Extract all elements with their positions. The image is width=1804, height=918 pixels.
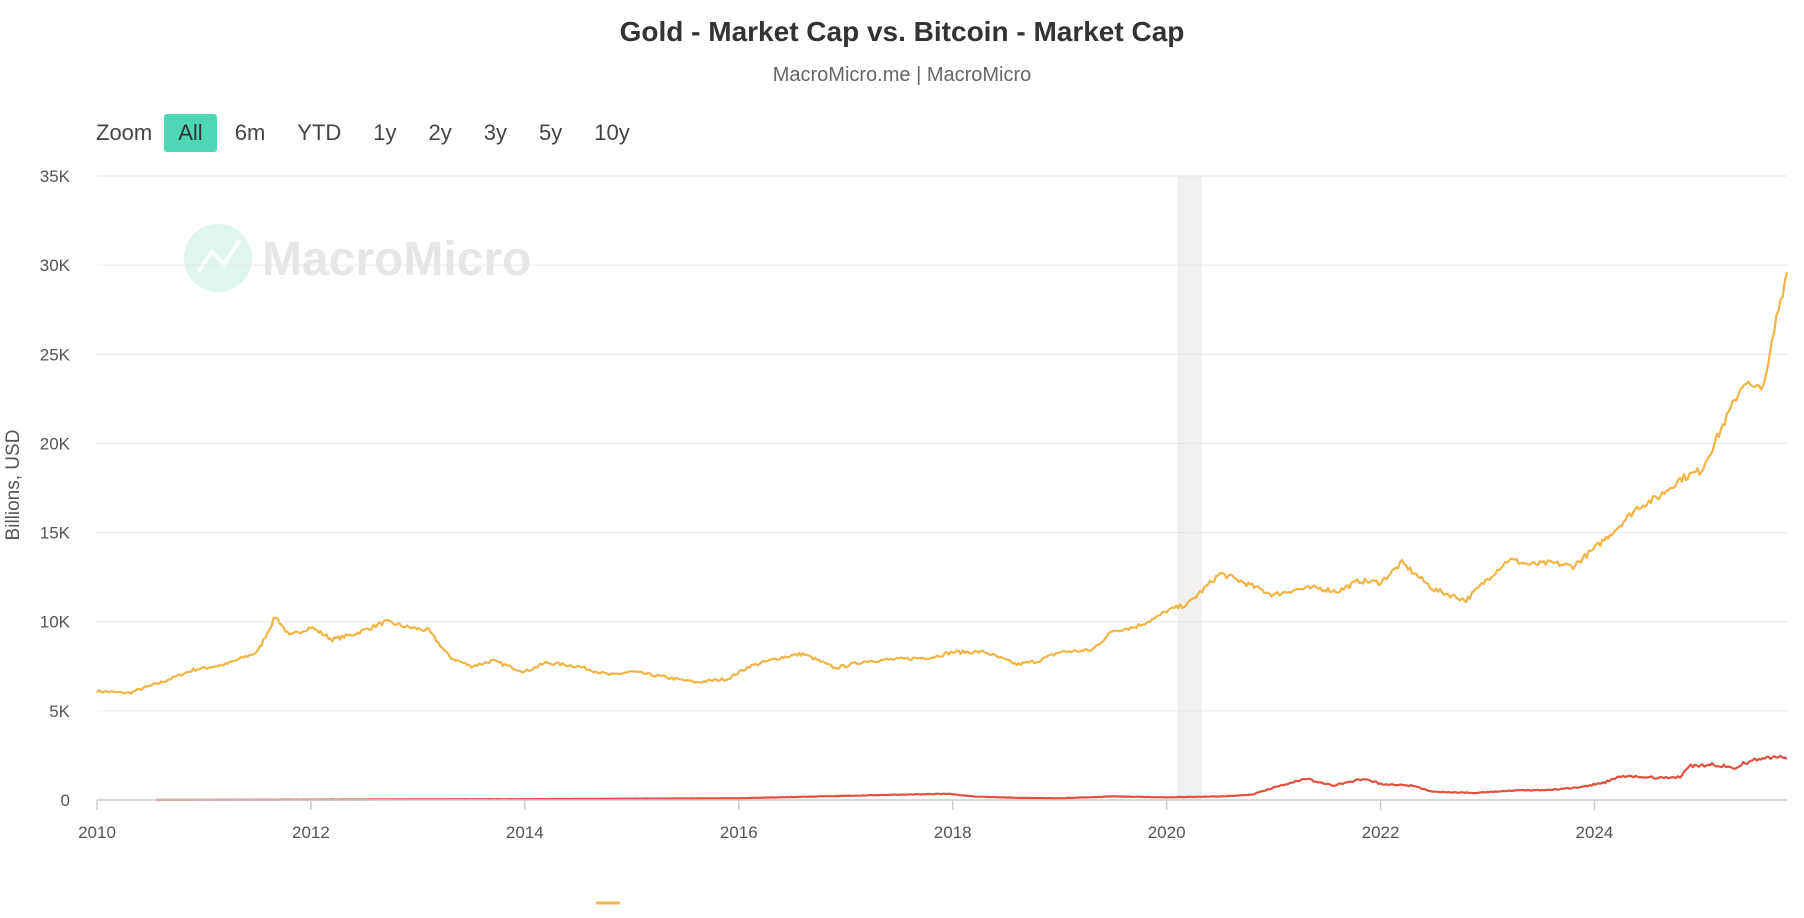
- chart-subtitle: MacroMicro.me | MacroMicro: [772, 64, 1032, 86]
- zoom-6m-button[interactable]: 6m: [234, 120, 266, 145]
- zoom-ytd-button[interactable]: YTD: [297, 120, 342, 145]
- zoom-10y-button[interactable]: 10y: [594, 120, 630, 145]
- y-tick-label: 10K: [40, 613, 71, 632]
- y-tick-label: 0: [61, 791, 70, 810]
- zoom-1y-button[interactable]: 1y: [373, 120, 397, 145]
- x-tick-label: 2010: [78, 823, 116, 842]
- zoom-3y-button[interactable]: 3y: [483, 120, 508, 145]
- series-line-gold: [96, 272, 1789, 695]
- x-tick-label: 2012: [292, 823, 330, 842]
- y-tick-label: 20K: [40, 434, 71, 453]
- zoom-2y-button[interactable]: 2y: [428, 120, 452, 145]
- x-tick-label: 2016: [720, 823, 758, 842]
- y-tick-label: 35K: [40, 167, 71, 186]
- shaded-band: [1177, 176, 1202, 800]
- x-tick-label: 2020: [1148, 823, 1186, 842]
- zoom-bar: Zoom All 6m YTD 1y 2y 3y 5y 10y: [96, 114, 648, 152]
- zoom-5y-button[interactable]: 5y: [539, 120, 563, 145]
- y-axis-label: Billions, USD: [3, 430, 24, 541]
- x-tick-label: 2018: [934, 823, 972, 842]
- chart-title: Gold - Market Cap vs. Bitcoin - Market C…: [619, 16, 1185, 47]
- watermark: MacroMicro: [184, 224, 531, 292]
- x-tick-label: 2022: [1362, 823, 1400, 842]
- watermark-text: MacroMicro: [262, 233, 531, 286]
- zoom-all-button[interactable]: All: [164, 114, 217, 152]
- y-tick-label: 30K: [40, 256, 71, 275]
- y-tick-label: 15K: [40, 524, 71, 543]
- y-tick-label: 25K: [40, 345, 71, 364]
- zoom-label: Zoom: [96, 120, 153, 145]
- x-tick-label: 2024: [1576, 823, 1614, 842]
- y-tick-label: 5K: [49, 702, 70, 721]
- watermark-trend-icon: [196, 238, 242, 274]
- series-line-bitcoin: [155, 754, 1788, 802]
- x-tick-label: 2014: [506, 823, 544, 842]
